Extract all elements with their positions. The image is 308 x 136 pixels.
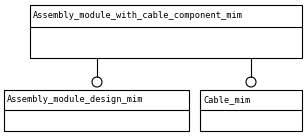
Text: Cable_mim: Cable_mim xyxy=(203,95,250,104)
Text: Assembly_module_with_cable_component_mim: Assembly_module_with_cable_component_mim xyxy=(33,12,243,21)
Bar xyxy=(200,90,302,131)
Text: Assembly_module_design_mim: Assembly_module_design_mim xyxy=(7,95,144,104)
Bar xyxy=(30,5,302,58)
Bar xyxy=(4,90,189,131)
